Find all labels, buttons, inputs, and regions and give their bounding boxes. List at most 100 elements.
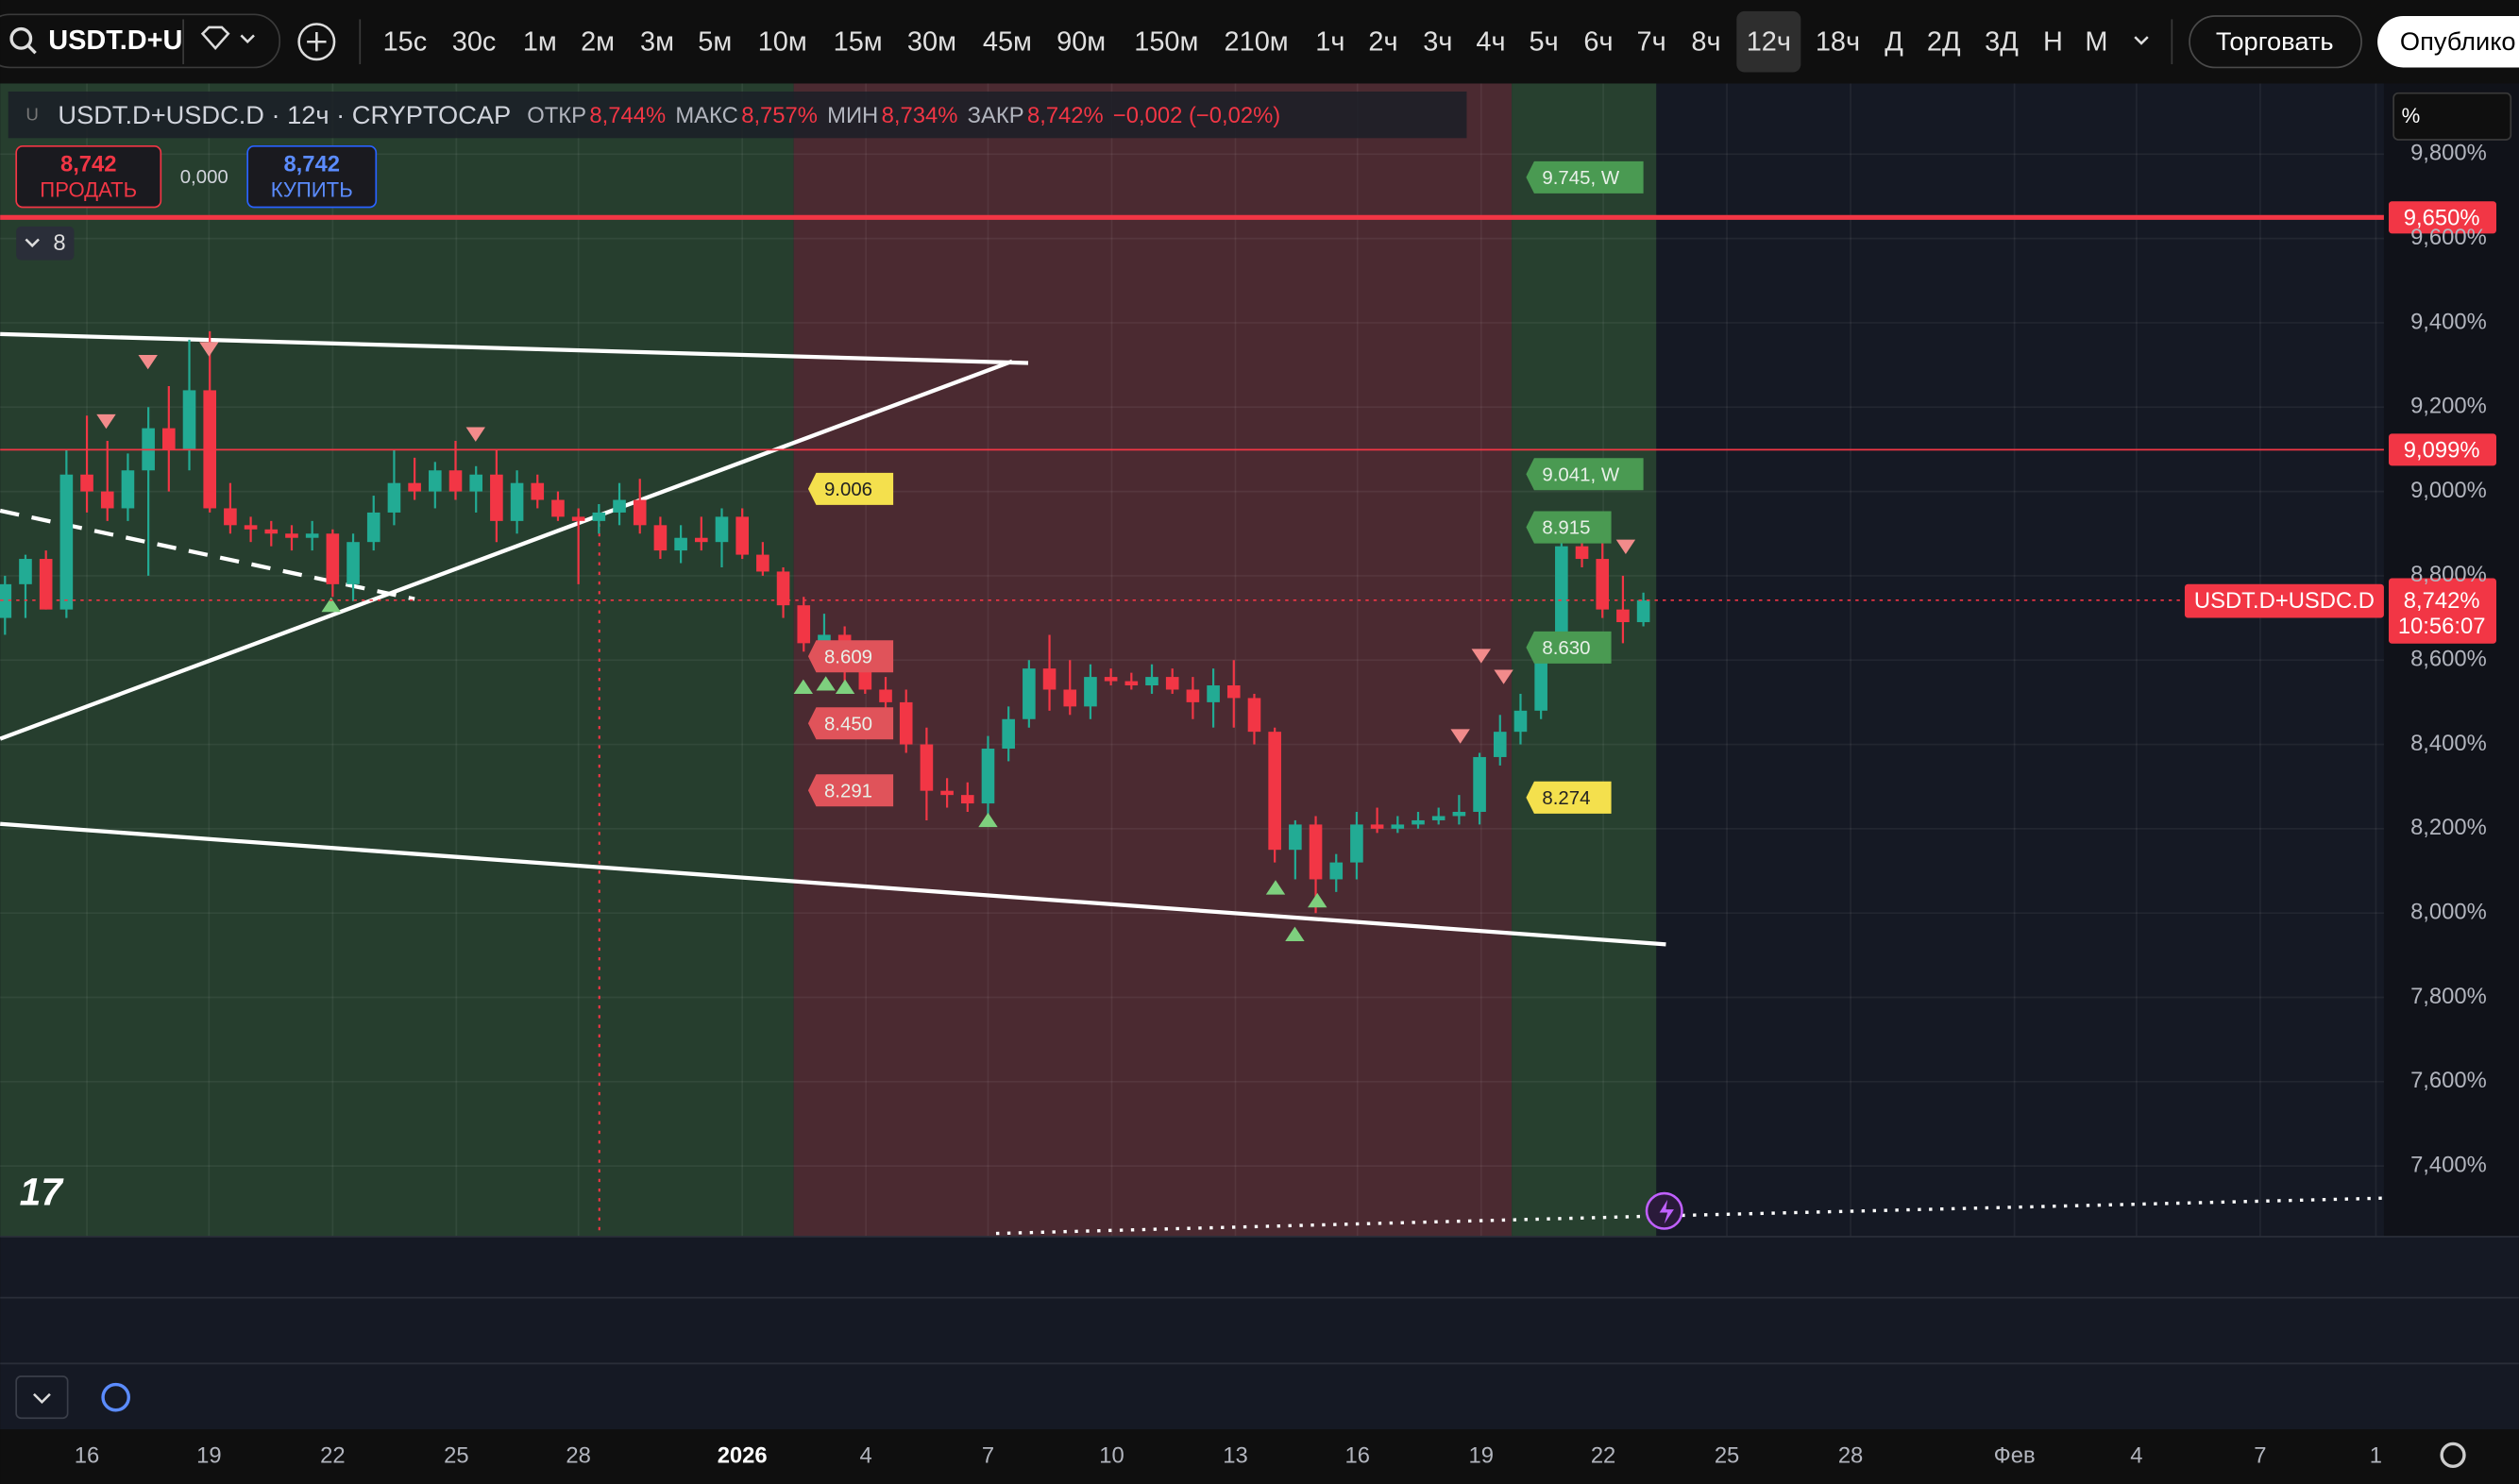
interval[interactable]: 18ч (1816, 27, 1860, 58)
countdown: 10:56:07 (2398, 614, 2486, 639)
price-tick-label: 9,400% (2410, 309, 2487, 334)
candle-body (1084, 677, 1097, 707)
last-price-tag (2389, 585, 2496, 644)
price-tick-label: 7,400% (2410, 1152, 2487, 1177)
annotation-box (807, 707, 894, 740)
buy-signal (835, 679, 855, 694)
interval[interactable]: 150м (1134, 27, 1198, 58)
interval[interactable]: 5ч (1530, 27, 1559, 58)
candle-body (1575, 546, 1589, 560)
interval[interactable]: Д (1885, 27, 1903, 58)
selected-interval[interactable] (1736, 10, 1801, 73)
time-label: 16 (75, 1442, 99, 1468)
zone-red (793, 83, 1513, 1237)
candle-body (469, 474, 482, 492)
trade-button[interactable] (2189, 15, 2362, 69)
interval[interactable]: 5м (698, 27, 732, 58)
sell-signal (199, 342, 219, 357)
interval[interactable]: 30м (907, 27, 956, 58)
candle-body (1145, 677, 1158, 686)
price-tick-label: 8,800% (2410, 562, 2487, 587)
buy-price[interactable]: 8,742 (283, 152, 340, 177)
publish-button-label[interactable]: Опублико (2400, 26, 2516, 56)
diamond-icon[interactable] (200, 25, 230, 50)
drawings (0, 331, 2384, 1237)
candle-body (80, 474, 93, 492)
interval[interactable]: 6ч (1583, 27, 1613, 58)
refresh-icon[interactable] (101, 1382, 130, 1412)
interval[interactable]: 10м (758, 27, 807, 58)
publish-button[interactable] (2377, 16, 2519, 68)
symbol-tag-label: USDT.D+USDC.D (2194, 588, 2375, 614)
interval[interactable]: 15м (834, 27, 883, 58)
trend-line[interactable] (0, 331, 1029, 365)
settings-icon[interactable] (2440, 1442, 2466, 1468)
candle-body (0, 583, 12, 618)
candle-body (1391, 824, 1405, 829)
symbol[interactable]: USDT.D+U (48, 25, 182, 56)
interval[interactable]: 3Д (1985, 27, 2019, 58)
buy-signal (816, 676, 836, 691)
trend-line[interactable] (0, 821, 1666, 947)
indicators-count[interactable]: 8 (53, 230, 65, 256)
toolbar: USDT.D+U 15с 30с 1м 2м 3м 5м 10м 15м 30м 45м 90м 15… (0, 10, 2519, 73)
candle-body (551, 499, 565, 517)
trade-button-label[interactable]: Торговать (2216, 26, 2334, 56)
interval[interactable]: 3м (640, 27, 674, 58)
interval[interactable]: 8ч (1691, 27, 1720, 58)
buy-signal (321, 597, 341, 613)
annotation-label: 9.006 (824, 480, 872, 500)
interval[interactable]: 3ч (1423, 27, 1452, 58)
interval[interactable]: 7ч (1637, 27, 1666, 58)
candle-body (182, 390, 196, 449)
legend-value: 8,744% (589, 103, 666, 128)
candle-body (1473, 756, 1486, 813)
interval[interactable]: 12ч (1747, 27, 1791, 58)
annotation-box (1526, 458, 1644, 491)
buy-button[interactable] (246, 144, 378, 209)
price-tick-label: 9,200% (2410, 394, 2487, 419)
annotation-label: 9.041, W (1542, 464, 1619, 485)
legend-change: −0,002 (−0,02%) (1113, 103, 1280, 128)
interval[interactable]: М (2085, 27, 2107, 58)
interval[interactable]: 90м (1057, 27, 1106, 58)
buy-label[interactable]: КУПИТЬ (271, 177, 353, 201)
buy-signal (1285, 926, 1305, 941)
candle-body (1309, 824, 1323, 880)
interval[interactable]: 30с (452, 27, 497, 58)
trend-line[interactable] (0, 359, 1013, 741)
interval[interactable]: 1м (523, 27, 557, 58)
interval[interactable]: Н (2043, 27, 2063, 58)
unit-field[interactable] (2392, 92, 2512, 141)
annotation-label: 8.291 (824, 781, 872, 801)
candle-body (1596, 559, 1610, 610)
candle-body (59, 474, 74, 610)
sell-label[interactable]: ПРОДАТЬ (40, 177, 137, 201)
interval[interactable]: 45м (983, 27, 1032, 58)
interval[interactable]: 2м (581, 27, 615, 58)
logo[interactable]: 17 (20, 1171, 65, 1214)
time-label: 13 (1223, 1442, 1247, 1468)
candle-body (1042, 668, 1057, 690)
price-line-label: 9,650% (2404, 205, 2480, 230)
interval[interactable]: 1ч (1315, 27, 1344, 58)
sell-price[interactable]: 8,742 (60, 152, 117, 177)
candle-body (981, 749, 995, 804)
symbol-search[interactable] (0, 13, 281, 69)
chevron[interactable] (2134, 36, 2149, 45)
sell-button[interactable] (15, 144, 162, 209)
candle-body (694, 537, 708, 543)
candle-body (121, 470, 135, 509)
indicators-toggle[interactable] (16, 226, 75, 261)
interval[interactable]: 2ч (1368, 27, 1397, 58)
candle-body (1616, 609, 1630, 623)
unit-field-text[interactable]: % (2402, 104, 2421, 127)
add-symbol[interactable] (297, 23, 336, 61)
interval[interactable]: 4ч (1476, 27, 1505, 58)
collapse-button[interactable] (15, 1375, 69, 1420)
interval[interactable]: 2Д (1927, 27, 1961, 58)
candle-body (879, 689, 892, 702)
interval[interactable]: 15с (383, 27, 428, 58)
price-tick-label: 9,600% (2410, 225, 2487, 250)
interval[interactable]: 210м (1225, 27, 1289, 58)
